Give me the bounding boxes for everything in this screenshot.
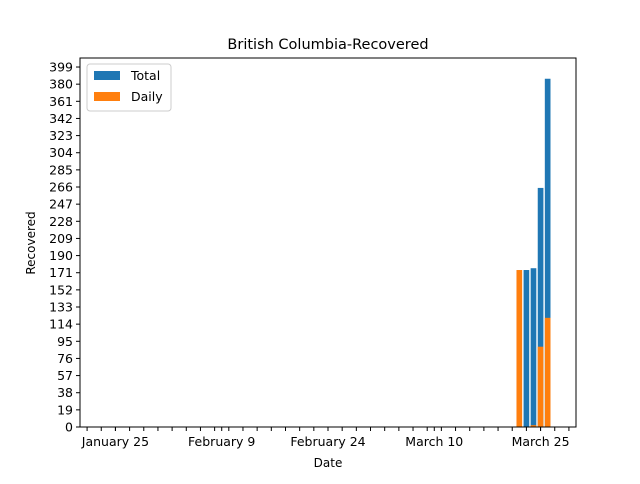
bar-daily-3 <box>537 346 544 427</box>
y-axis-label: Recovered <box>24 211 38 274</box>
y-tick-label: 228 <box>49 214 73 229</box>
y-tick-label: 361 <box>49 94 73 109</box>
x-axis-label: Date <box>314 456 343 470</box>
y-tick-label: 95 <box>57 334 73 349</box>
legend-swatch-daily <box>94 92 120 101</box>
y-tick-label: 323 <box>49 128 73 143</box>
x-axis: January 25 February 9 February 24 March 10 M… <box>81 427 570 449</box>
bars-layer <box>516 78 551 427</box>
y-axis: 0 19 38 57 76 95 114 133 152 171 190 209 228 247 266 28… <box>49 60 80 435</box>
y-tick-label: 380 <box>49 77 73 92</box>
legend: Total Daily <box>86 63 172 112</box>
y-tick-label: 152 <box>49 282 73 297</box>
bar-daily-4 <box>544 317 551 427</box>
y-tick-label: 209 <box>49 231 73 246</box>
legend-label-total: Total <box>130 68 160 83</box>
bar-total-1 <box>523 270 530 427</box>
y-tick-label: 19 <box>57 402 73 417</box>
y-tick-label: 114 <box>49 317 73 332</box>
plot-frame <box>79 57 577 428</box>
y-tick-label: 0 <box>65 420 73 435</box>
y-tick-label: 76 <box>57 351 73 366</box>
y-tick-label: 133 <box>49 300 73 315</box>
y-tick-label: 399 <box>49 60 73 75</box>
y-tick-label: 304 <box>49 145 73 160</box>
y-tick-label: 57 <box>57 368 73 383</box>
y-tick-label: 342 <box>49 111 73 126</box>
y-tick-label: 266 <box>49 180 73 195</box>
x-tick-label: March 25 <box>512 434 570 449</box>
y-tick-label: 38 <box>57 385 73 400</box>
chart-title: British Columbia-Recovered <box>227 37 428 53</box>
x-tick-label: January 25 <box>81 434 149 449</box>
legend-swatch-total <box>94 71 120 80</box>
y-tick-label: 247 <box>49 197 73 212</box>
x-tick-label: February 24 <box>290 434 365 449</box>
x-tick-label: February 9 <box>188 434 255 449</box>
y-tick-label: 190 <box>49 248 73 263</box>
y-tick-label: 171 <box>49 265 73 280</box>
bar-total-3 <box>537 187 544 427</box>
legend-label-daily: Daily <box>131 89 163 104</box>
bar-daily-2 <box>530 425 537 427</box>
bar-total-2 <box>530 268 537 427</box>
y-tick-label: 285 <box>49 162 73 177</box>
bar-daily-0 <box>516 270 523 427</box>
bar-total-4 <box>544 78 551 427</box>
x-tick-label: March 10 <box>405 434 463 449</box>
